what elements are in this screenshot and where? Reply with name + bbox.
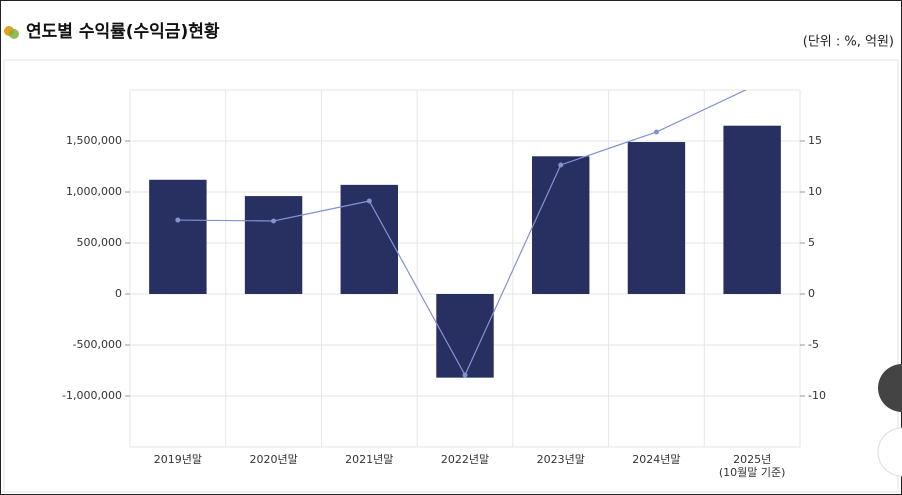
y-tick-label: -500,000 xyxy=(73,338,122,351)
plot xyxy=(149,90,781,378)
x-tick-label: 2019년말 xyxy=(154,453,202,466)
point xyxy=(366,198,372,204)
y2-tick-label: -10 xyxy=(808,389,826,402)
y2-tick-label: 0 xyxy=(808,287,815,300)
unit-label: (단위 : %, 억원) xyxy=(803,35,894,50)
point xyxy=(175,217,181,223)
point xyxy=(271,218,277,224)
bar xyxy=(532,156,590,294)
chart-panel xyxy=(3,59,899,493)
x-tick-label: 2021년말 xyxy=(345,453,393,466)
y-tick-label: 0 xyxy=(115,287,122,300)
y-tick-label: 500,000 xyxy=(77,236,123,249)
floating-button[interactable] xyxy=(877,427,902,477)
y2-tick-label: -5 xyxy=(808,338,819,351)
x-tick-label: 2023년말 xyxy=(537,453,585,466)
point xyxy=(462,372,468,378)
bar xyxy=(436,294,494,378)
y-tick-label: -1,000,000 xyxy=(62,389,122,402)
y2-tick-label: 5 xyxy=(808,236,815,249)
y2-tick-label: 10 xyxy=(808,185,822,198)
bar xyxy=(149,179,207,294)
bar xyxy=(244,196,303,294)
y-tick-label: 1,000,000 xyxy=(66,185,122,198)
y2-tick-label: 15 xyxy=(808,134,822,147)
y-tick-label: 1,500,000 xyxy=(66,134,122,147)
x-tick-label: 2024년말 xyxy=(632,453,680,466)
x-tick-label: 2020년말 xyxy=(249,453,297,466)
point xyxy=(653,129,659,135)
point xyxy=(558,162,564,168)
chart-title: 연도별 수익률(수익금)현황 xyxy=(26,22,220,42)
bar xyxy=(627,142,686,294)
x-tick-label: 2022년말 xyxy=(441,453,489,466)
title-icon xyxy=(9,29,19,39)
bar xyxy=(723,125,781,294)
x-tick-label: 2025년 (10월말 기준) xyxy=(719,453,786,479)
floating-button[interactable] xyxy=(878,364,902,412)
